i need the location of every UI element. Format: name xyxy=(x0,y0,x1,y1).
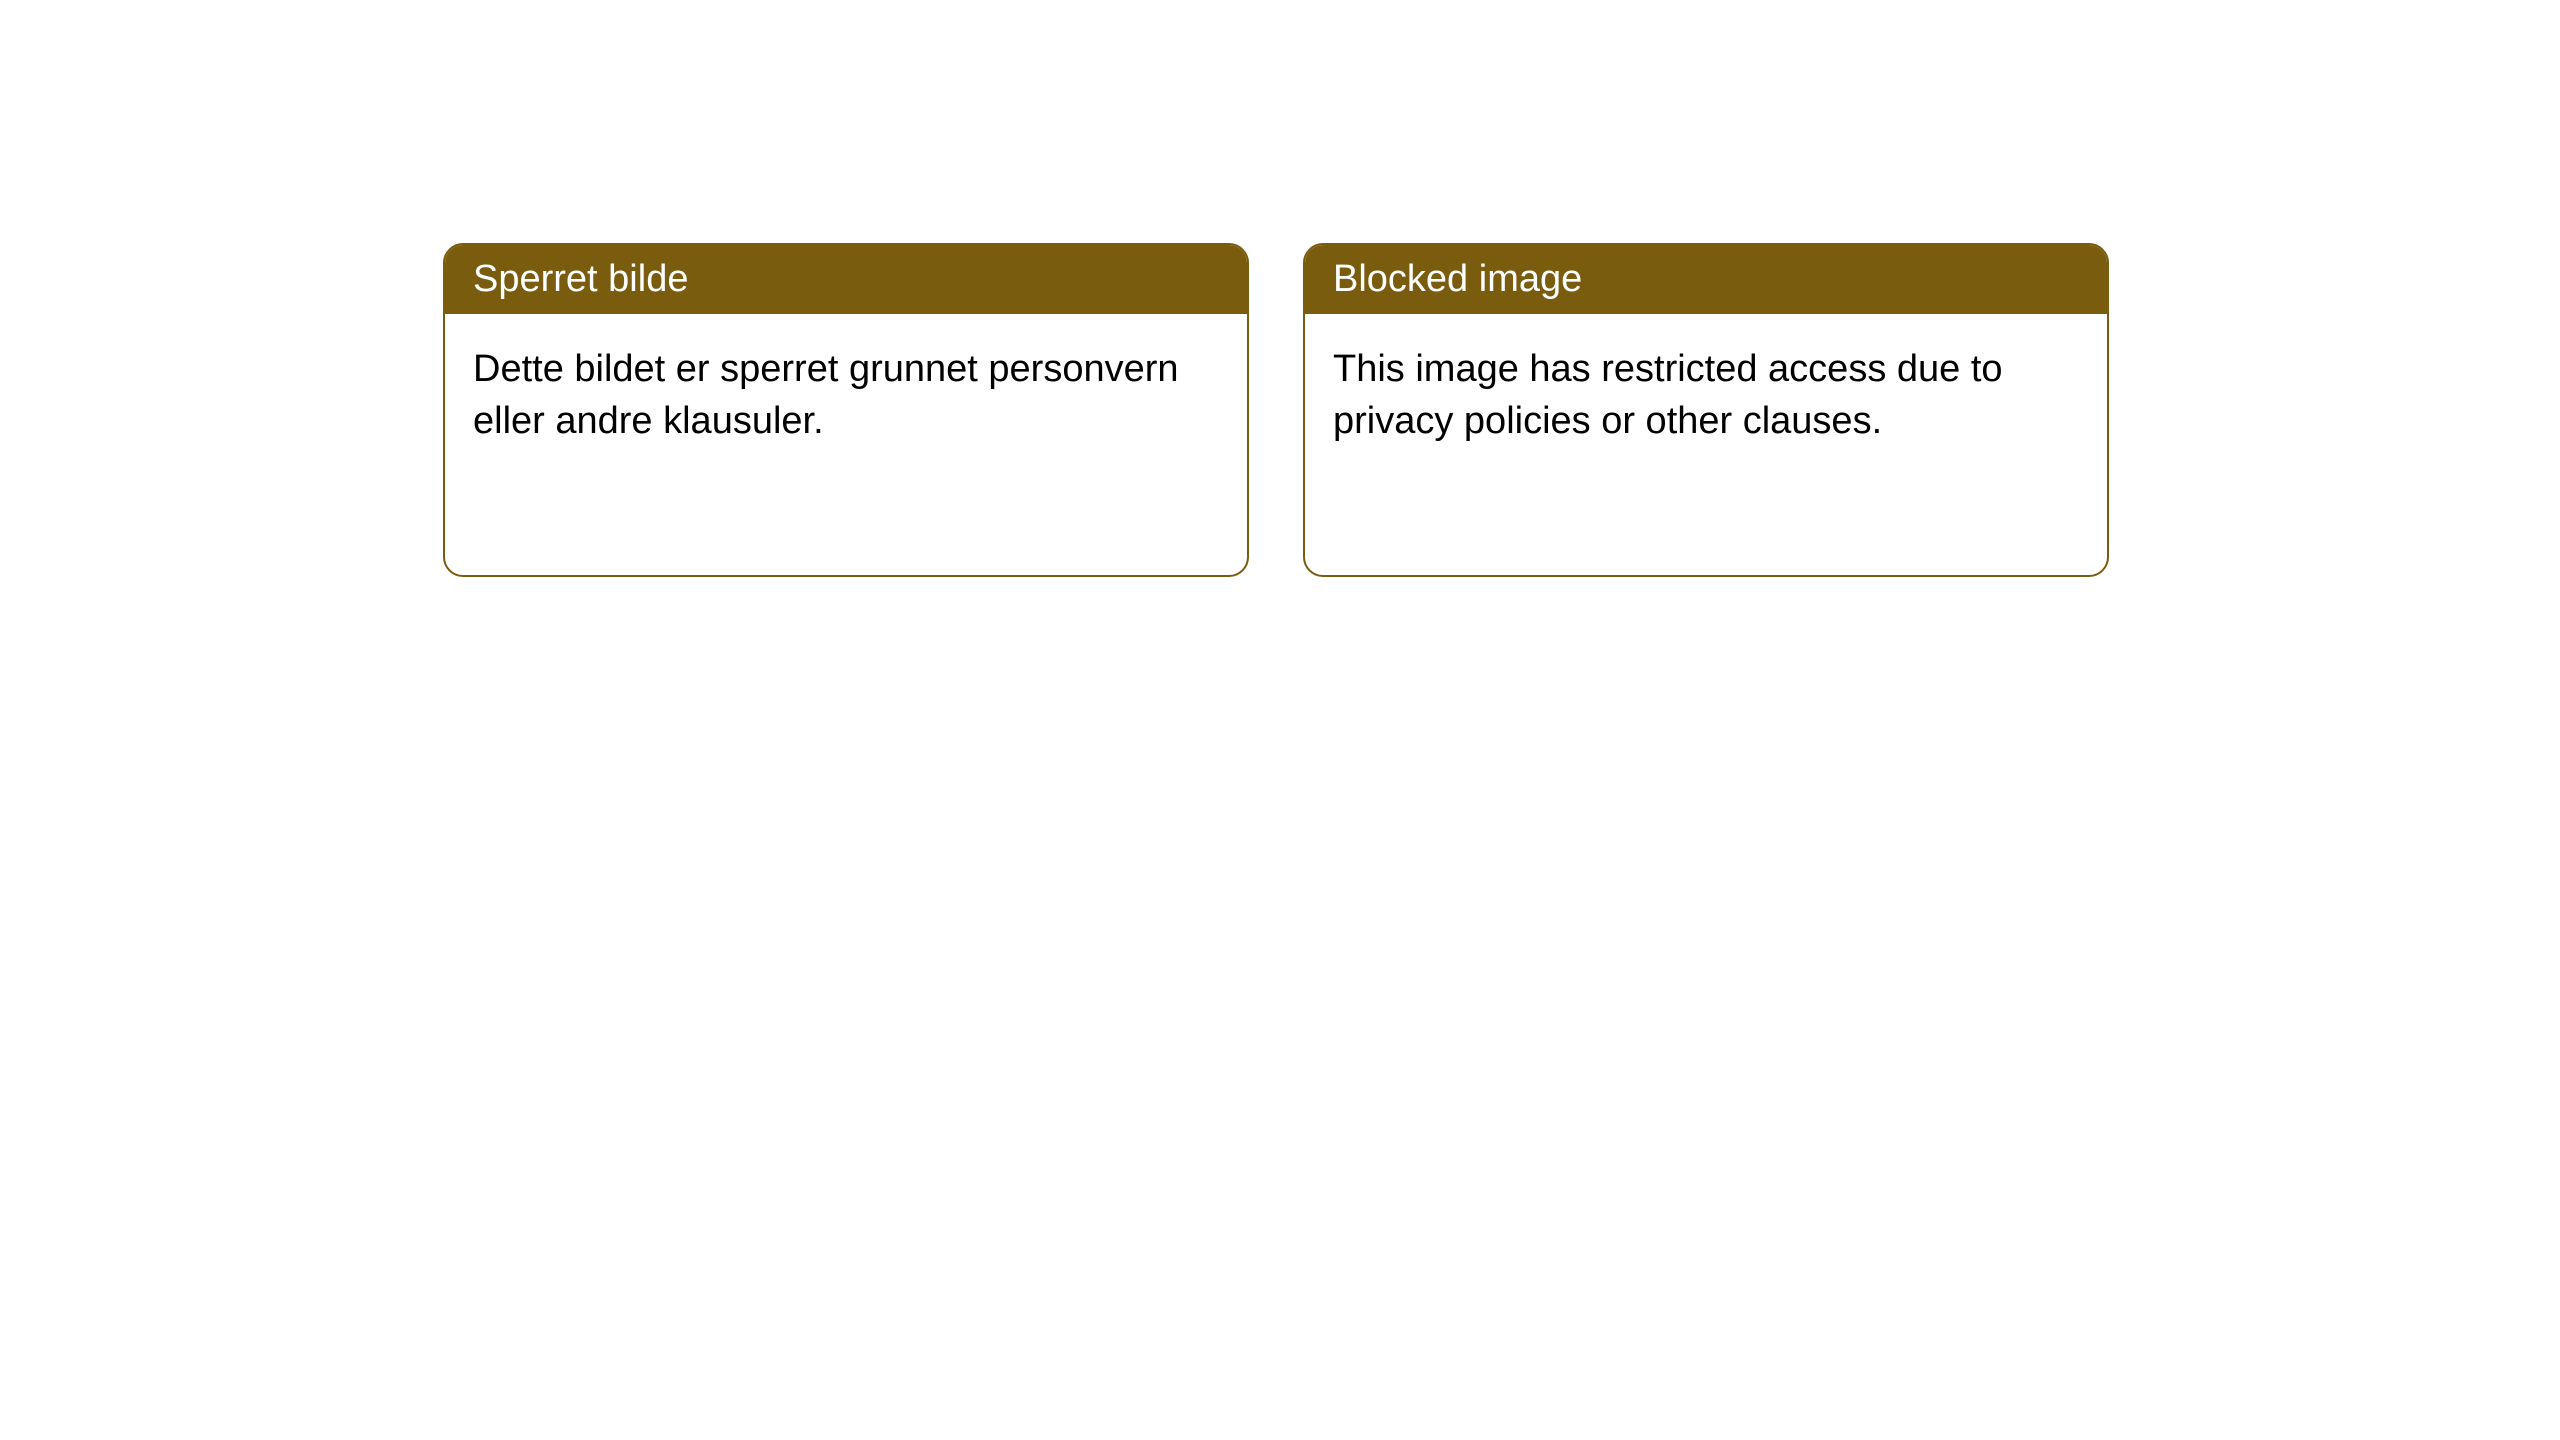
notice-body-norwegian: Dette bildet er sperret grunnet personve… xyxy=(445,314,1247,477)
notice-card-english: Blocked image This image has restricted … xyxy=(1303,243,2109,577)
notice-body-english: This image has restricted access due to … xyxy=(1305,314,2107,477)
notice-title-english: Blocked image xyxy=(1305,245,2107,314)
notice-title-norwegian: Sperret bilde xyxy=(445,245,1247,314)
notice-card-norwegian: Sperret bilde Dette bildet er sperret gr… xyxy=(443,243,1249,577)
notice-container: Sperret bilde Dette bildet er sperret gr… xyxy=(0,0,2560,577)
